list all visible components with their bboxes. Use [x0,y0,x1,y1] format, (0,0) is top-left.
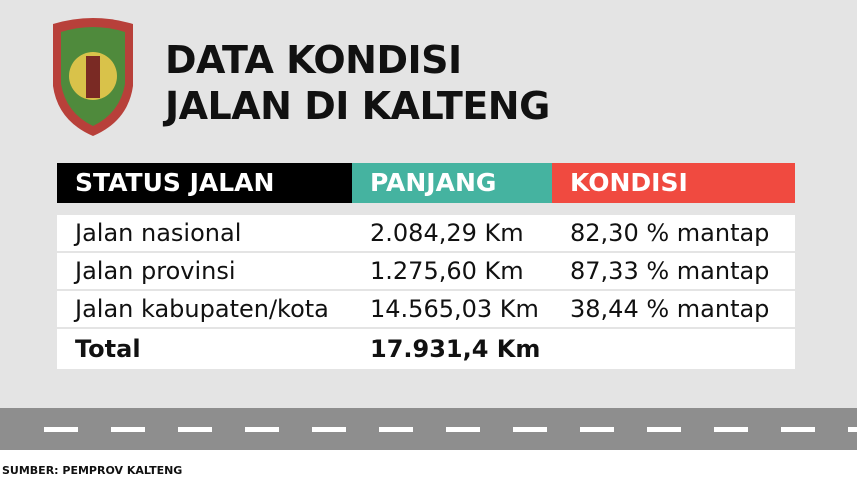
column-header: STATUS JALAN [57,163,352,203]
title: DATA KONDISI [165,38,462,82]
road-dash [312,427,346,432]
table-cell: 1.275,60 Km [370,257,524,285]
road-dash [178,427,212,432]
table-cell: 82,30 % mantap [570,219,770,247]
table-cell: Jalan kabupaten/kota [75,295,329,323]
column-header: PANJANG [352,163,552,203]
table-cell: 38,44 % mantap [570,295,770,323]
road-dash [714,427,748,432]
road-dash [44,427,78,432]
table-cell: 14.565,03 Km [370,295,539,323]
total-length: 17.931,4 Km [370,335,541,363]
road-dash [848,427,857,432]
table-cell: 87,33 % mantap [570,257,770,285]
road-dash [513,427,547,432]
road-dash [245,427,279,432]
table-row [57,329,795,369]
source: SUMBER: PEMPROV KALTENG [2,464,183,477]
table-cell: 2.084,29 Km [370,219,524,247]
road-dash [446,427,480,432]
road-dash [580,427,614,432]
road-dash [781,427,815,432]
total-label: Total [75,335,141,363]
table-row [57,291,795,327]
table-cell: Jalan nasional [75,219,242,247]
emblem [53,18,133,136]
table-row [57,215,795,251]
road-dash [379,427,413,432]
title: JALAN DI KALTENG [165,84,550,128]
emblem-figure [86,56,100,98]
road-dash [111,427,145,432]
road [0,408,857,450]
column-header: KONDISI [552,163,795,203]
table-cell: Jalan provinsi [75,257,236,285]
road-dash [647,427,681,432]
table-row [57,253,795,289]
